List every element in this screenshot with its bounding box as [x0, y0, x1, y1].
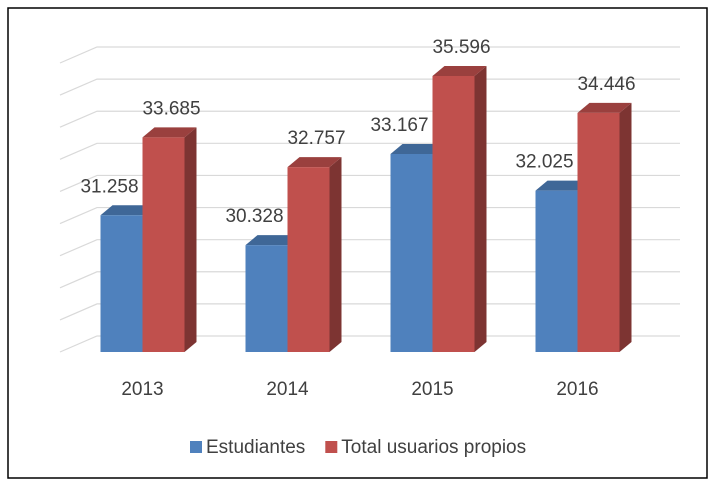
bar-face — [142, 137, 185, 352]
bar — [287, 157, 342, 352]
bar-face — [390, 153, 433, 352]
x-tick-label: 2013 — [121, 379, 163, 400]
bar-face — [535, 180, 590, 191]
bar-face — [287, 157, 342, 168]
bar — [142, 127, 197, 352]
x-tick-label: 2016 — [556, 379, 598, 400]
bar-face — [100, 205, 155, 216]
bar-face — [535, 190, 578, 352]
x-tick-label: 2015 — [411, 379, 453, 400]
bar-face — [245, 235, 300, 246]
value-label: 34.446 — [577, 74, 635, 95]
value-label: 31.258 — [80, 176, 138, 197]
value-label: 33.685 — [142, 98, 200, 119]
bar-face — [329, 157, 342, 352]
legend-label: Estudiantes — [206, 437, 305, 458]
x-tick-label: 2014 — [266, 379, 309, 400]
legend-swatch — [325, 441, 338, 453]
value-label: 32.757 — [287, 128, 345, 149]
bar-face — [577, 112, 620, 352]
bar-face — [390, 143, 445, 154]
value-label: 30.328 — [225, 206, 283, 227]
legend-swatch — [190, 441, 202, 453]
grid-line — [59, 46, 680, 64]
bar-face — [432, 75, 475, 352]
bar-face — [432, 65, 487, 76]
bar-face — [619, 102, 632, 352]
bar-face — [287, 167, 330, 352]
bar-face — [100, 215, 143, 352]
legend-label: Total usuarios propios — [341, 437, 526, 458]
bar-face — [245, 245, 288, 352]
bar — [577, 102, 632, 352]
bar-face — [184, 127, 197, 352]
bar — [432, 65, 487, 352]
value-label: 32.025 — [515, 152, 573, 173]
bar-face — [474, 65, 487, 352]
bar-face — [142, 127, 197, 138]
value-label: 33.167 — [370, 115, 428, 136]
bar-face — [577, 102, 632, 113]
value-label: 35.596 — [432, 37, 490, 58]
